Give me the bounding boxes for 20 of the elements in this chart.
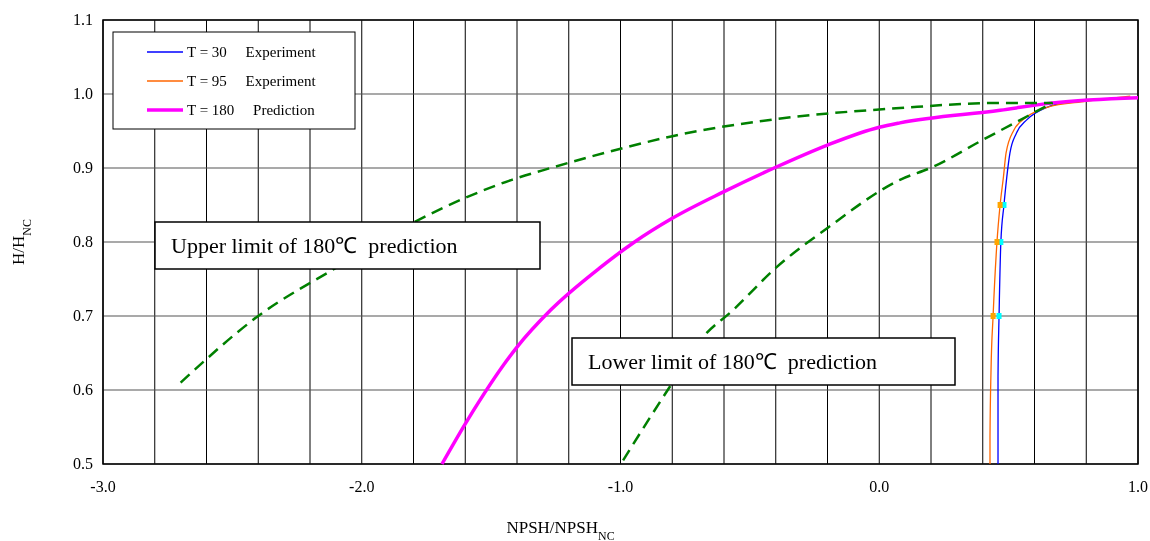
x-tick-label: 1.0: [1128, 478, 1148, 495]
legend-label: T = 30 Experiment: [187, 44, 317, 60]
y-tick-label: 1.1: [73, 11, 93, 28]
text-box: Lower limit of 180℃ prediction: [571, 337, 956, 386]
x-tick-label: -3.0: [90, 478, 116, 495]
x-tick-label: 0.0: [869, 478, 890, 495]
annotation: Upper limit of 180℃ prediction: [171, 233, 458, 258]
x-tick-label: -1.0: [607, 478, 634, 495]
annotation: Lower limit of 180℃ prediction: [588, 349, 877, 374]
x-tick-label: -2.0: [349, 478, 375, 495]
y-tick-label: 0.9: [73, 159, 93, 176]
y-tick-label: 0.7: [73, 307, 93, 324]
x-axis-title: NPSH/NPSH$_{NC}$: [506, 518, 615, 541]
legend-label: T = 95 Experiment: [187, 73, 317, 89]
y-tick-label: 0.5: [73, 455, 93, 472]
legend-label: T = 180 Prediction: [187, 102, 316, 118]
y-tick-label: 0.8: [73, 233, 93, 250]
text-box: Upper limit of 180℃ prediction: [154, 221, 541, 270]
y-tick-label: 0.6: [73, 381, 93, 398]
y-tick-label: 1.0: [73, 85, 93, 102]
